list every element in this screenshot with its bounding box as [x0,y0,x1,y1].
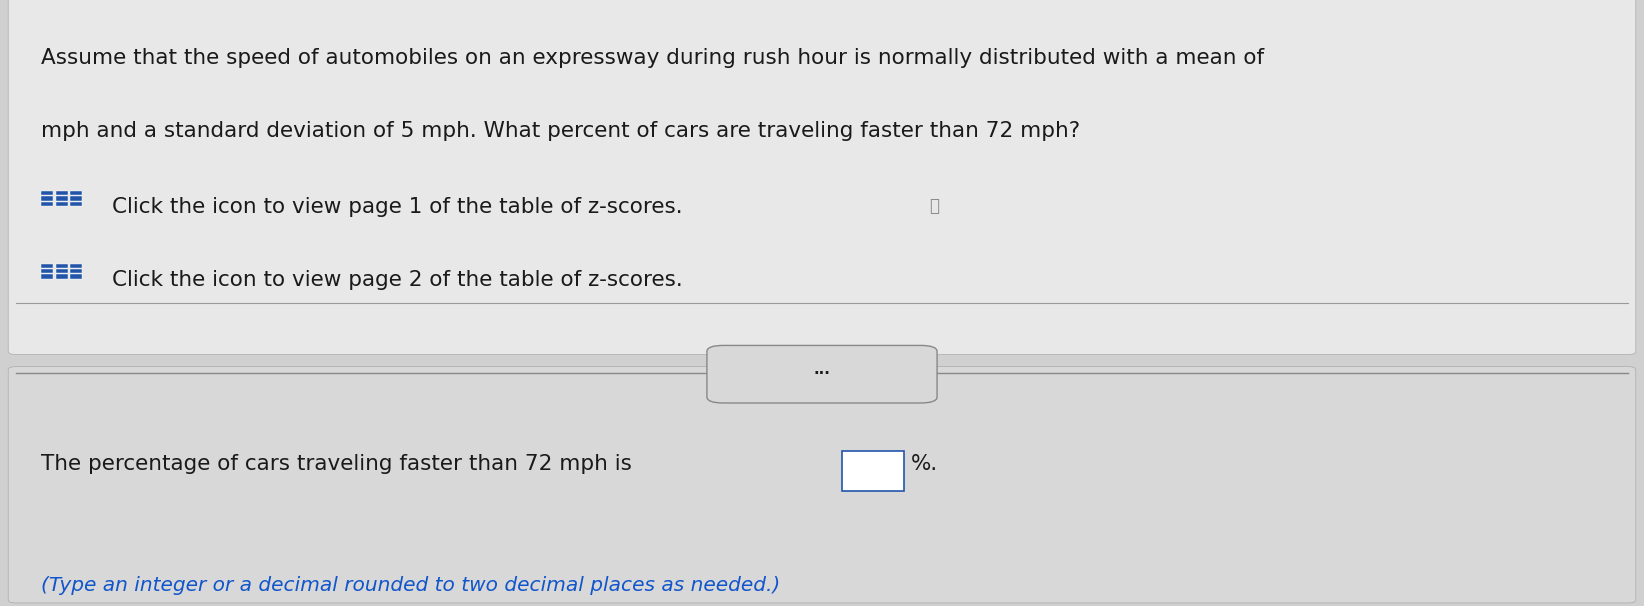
Bar [71,196,82,201]
FancyBboxPatch shape [8,367,1636,603]
Bar [56,196,67,201]
Bar [71,191,82,195]
Text: %.: %. [911,454,939,474]
Bar [41,264,53,268]
Text: Assume that the speed of automobiles on an expressway during rush hour is normal: Assume that the speed of automobiles on … [41,48,1264,68]
Text: ⎘: ⎘ [929,197,939,215]
Bar [56,269,67,273]
Bar [71,202,82,206]
Text: ...: ... [814,362,830,377]
FancyBboxPatch shape [707,345,937,403]
Bar [71,275,82,279]
Bar [41,275,53,279]
Text: The percentage of cars traveling faster than 72 mph is: The percentage of cars traveling faster … [41,454,631,474]
FancyBboxPatch shape [842,451,904,491]
Bar [56,264,67,268]
Bar [41,196,53,201]
Bar [41,269,53,273]
Bar [56,191,67,195]
Bar [41,202,53,206]
Bar [41,191,53,195]
Bar [71,264,82,268]
Bar [56,275,67,279]
Text: Click the icon to view page 1 of the table of z-scores.: Click the icon to view page 1 of the tab… [112,197,682,217]
Text: Click the icon to view page 2 of the table of z-scores.: Click the icon to view page 2 of the tab… [112,270,682,290]
Bar [71,269,82,273]
Text: (Type an integer or a decimal rounded to two decimal places as needed.): (Type an integer or a decimal rounded to… [41,576,781,594]
Text: mph and a standard deviation of 5 mph. What percent of cars are traveling faster: mph and a standard deviation of 5 mph. W… [41,121,1080,141]
Bar [56,202,67,206]
FancyBboxPatch shape [8,0,1636,355]
